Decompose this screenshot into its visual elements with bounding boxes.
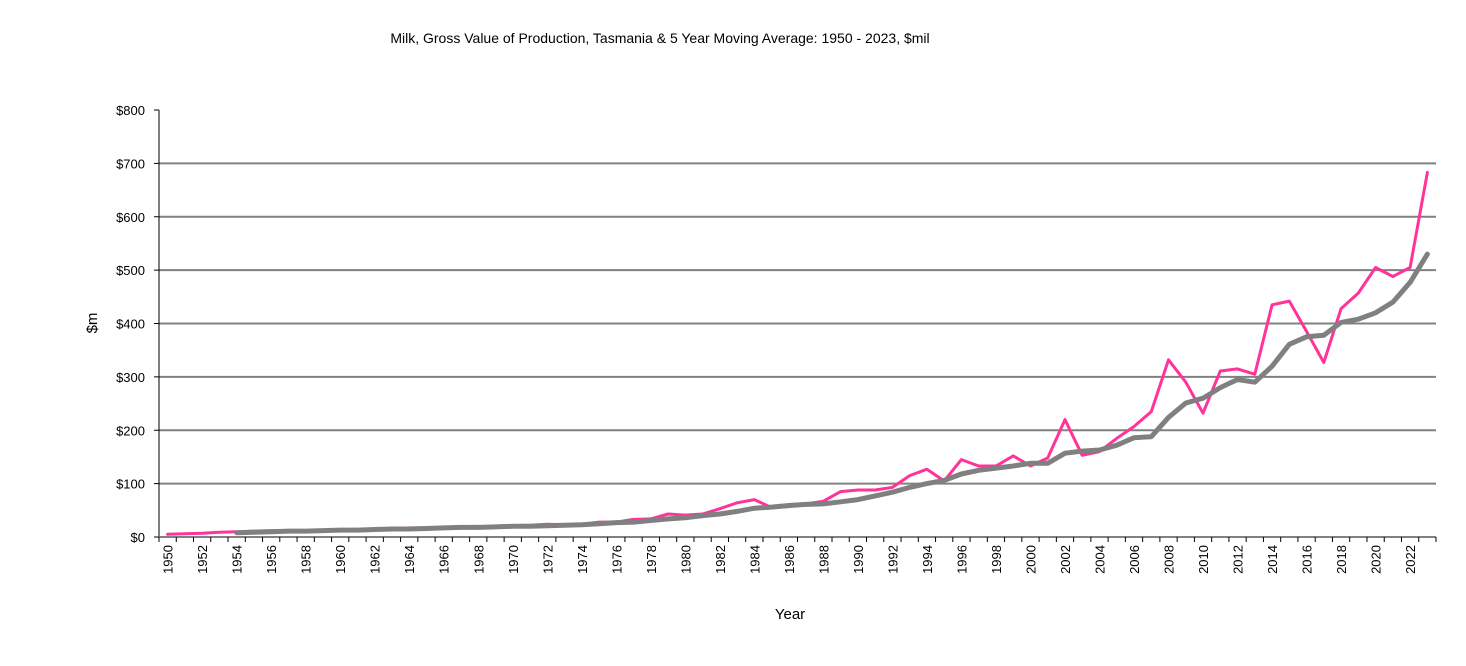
x-tick-label: 1958 xyxy=(299,545,314,574)
x-tick-label: 1960 xyxy=(333,545,348,574)
x-axis-title: Year xyxy=(775,606,805,623)
x-tick-label: 2012 xyxy=(1231,545,1246,574)
y-tick-label: $600 xyxy=(116,210,145,225)
y-tick-label: $700 xyxy=(116,156,145,171)
gridlines xyxy=(159,162,1436,485)
y-tick-label: $800 xyxy=(116,103,145,118)
chart-title: Milk, Gross Value of Production, Tasmani… xyxy=(390,30,930,46)
x-tick-label: 2018 xyxy=(1334,545,1349,574)
x-tick-label: 2014 xyxy=(1265,545,1280,574)
y-axis-title: $m xyxy=(84,313,101,334)
x-tick-label: 2006 xyxy=(1127,545,1142,574)
x-tick-label: 2004 xyxy=(1092,545,1107,574)
x-tick-label: 1980 xyxy=(678,545,693,574)
x-tick-label: 1970 xyxy=(506,545,521,574)
x-tick-label: 1996 xyxy=(954,545,969,574)
x-tick-label: 1950 xyxy=(161,545,176,574)
y-tick-label: $400 xyxy=(116,317,145,332)
x-tick-label: 2000 xyxy=(1023,545,1038,574)
x-tick-label: 2020 xyxy=(1369,545,1384,574)
y-tick-label: $500 xyxy=(116,263,145,278)
x-tick-label: 1988 xyxy=(816,545,831,574)
y-axis-ticks: $0 $100 $200 $300 $400 $500 $600 $700 $800 xyxy=(116,103,159,545)
x-tick-label: 1966 xyxy=(437,545,452,574)
x-tick-label: 1992 xyxy=(885,545,900,574)
series-line-moving-average xyxy=(234,251,1430,536)
x-tick-label: 1956 xyxy=(264,545,279,574)
x-tick-label: 2008 xyxy=(1162,545,1177,574)
x-tick-label: 1998 xyxy=(989,545,1004,574)
y-tick-label: $200 xyxy=(116,423,145,438)
x-tick-label: 1954 xyxy=(230,545,245,574)
x-tick-label: 1968 xyxy=(471,545,486,574)
x-tick-label: 1972 xyxy=(540,545,555,574)
y-tick-label: $300 xyxy=(116,370,145,385)
x-tick-label: 1964 xyxy=(402,545,417,574)
x-tick-label: 2010 xyxy=(1196,545,1211,574)
x-tick-label: 2022 xyxy=(1403,545,1418,574)
x-tick-label: 1974 xyxy=(575,545,590,574)
x-tick-label: 1984 xyxy=(747,545,762,574)
x-tick-label: 1978 xyxy=(644,545,659,574)
x-tick-label: 1952 xyxy=(195,545,210,574)
x-tick-label: 1976 xyxy=(609,545,624,574)
x-tick-label: 1990 xyxy=(851,545,866,574)
x-axis-ticks: 1950 1952 1954 1956 1958 1960 1962 1964 1966 1968… xyxy=(158,537,1437,574)
series-lines xyxy=(166,170,1430,536)
x-tick-label: 2016 xyxy=(1300,545,1315,574)
x-tick-label: 1982 xyxy=(713,545,728,574)
x-tick-label: 2002 xyxy=(1058,545,1073,574)
y-tick-label: $0 xyxy=(131,530,145,545)
series-line-gross-value xyxy=(166,170,1429,536)
x-tick-label: 1986 xyxy=(782,545,797,574)
x-tick-label: 1994 xyxy=(920,545,935,574)
y-tick-label: $100 xyxy=(116,477,145,492)
x-tick-label: 1962 xyxy=(368,545,383,574)
